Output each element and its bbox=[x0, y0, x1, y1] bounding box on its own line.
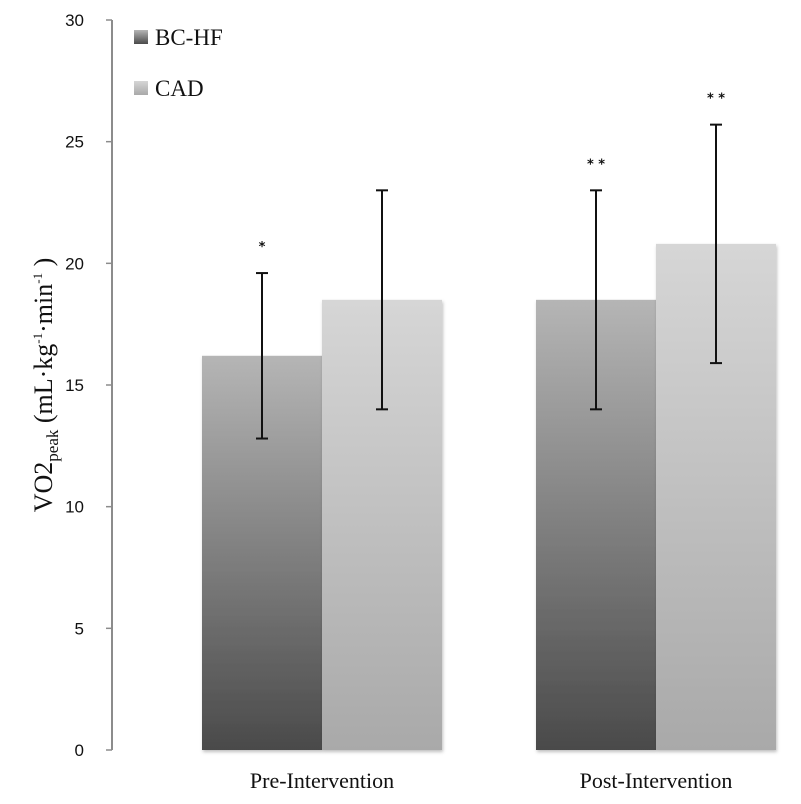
legend-swatch bbox=[134, 81, 148, 95]
legend-label: CAD bbox=[155, 76, 204, 101]
x-category-label: Post-Intervention bbox=[580, 768, 733, 793]
legend-item-bc-hf: BC-HF bbox=[134, 25, 223, 50]
legend-swatch bbox=[134, 30, 148, 44]
error-bar bbox=[590, 189, 602, 411]
significance-annotation: * * bbox=[587, 157, 605, 172]
y-tick-label: 0 bbox=[75, 741, 84, 760]
y-tick-label: 30 bbox=[65, 11, 84, 30]
legend-label: BC-HF bbox=[155, 25, 223, 50]
y-tick-label: 10 bbox=[65, 498, 84, 517]
error-bar bbox=[256, 272, 268, 440]
significance-annotation: * bbox=[259, 240, 266, 255]
y-axis-label: VO2peak (mL·kg-1·min-1 ) bbox=[29, 258, 62, 513]
x-category-label: Pre-Intervention bbox=[250, 768, 394, 793]
y-tick-label: 20 bbox=[65, 254, 84, 273]
significance-annotation: * * bbox=[707, 92, 725, 107]
error-bar bbox=[710, 123, 722, 365]
legend-item-cad: CAD bbox=[134, 76, 204, 101]
y-tick-label: 15 bbox=[65, 376, 84, 395]
y-tick-label: 25 bbox=[65, 133, 84, 152]
y-tick-label: 5 bbox=[75, 619, 84, 638]
error-bar bbox=[376, 189, 388, 411]
